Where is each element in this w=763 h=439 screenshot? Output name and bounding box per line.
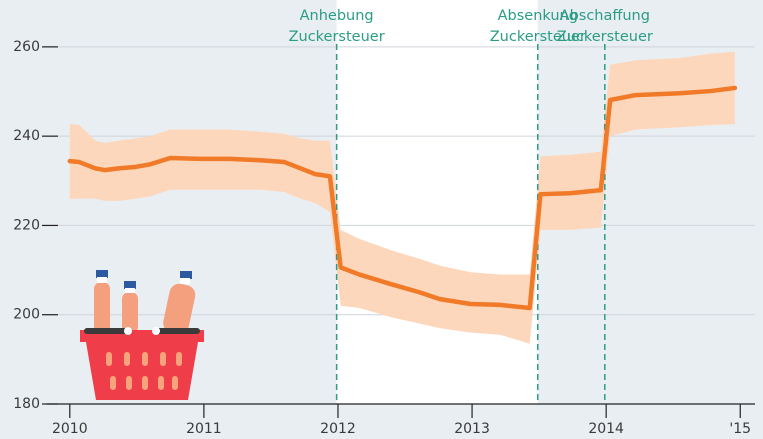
event-period bbox=[337, 0, 538, 404]
y-tick-label: 240 bbox=[13, 128, 40, 144]
event-label: Zuckersteuer bbox=[557, 29, 653, 45]
y-tick-label: 200 bbox=[13, 307, 40, 323]
x-tick-label: '15 bbox=[729, 421, 751, 437]
y-tick-label: 260 bbox=[13, 39, 40, 55]
y-tick-label: 180 bbox=[13, 396, 40, 412]
x-tick-label: 2011 bbox=[186, 421, 222, 437]
event-label: Anhebung bbox=[300, 8, 374, 24]
x-tick-label: 2010 bbox=[52, 421, 88, 437]
event-label: Abschaffung bbox=[560, 8, 650, 24]
event-label: Zuckersteuer bbox=[289, 29, 385, 45]
y-tick-label: 220 bbox=[13, 217, 40, 233]
x-tick-label: 2014 bbox=[588, 421, 624, 437]
x-tick-label: 2013 bbox=[454, 421, 490, 437]
x-tick-label: 2012 bbox=[320, 421, 356, 437]
chart: AnhebungZuckersteuerAbsenkungZuckersteue… bbox=[0, 0, 763, 439]
